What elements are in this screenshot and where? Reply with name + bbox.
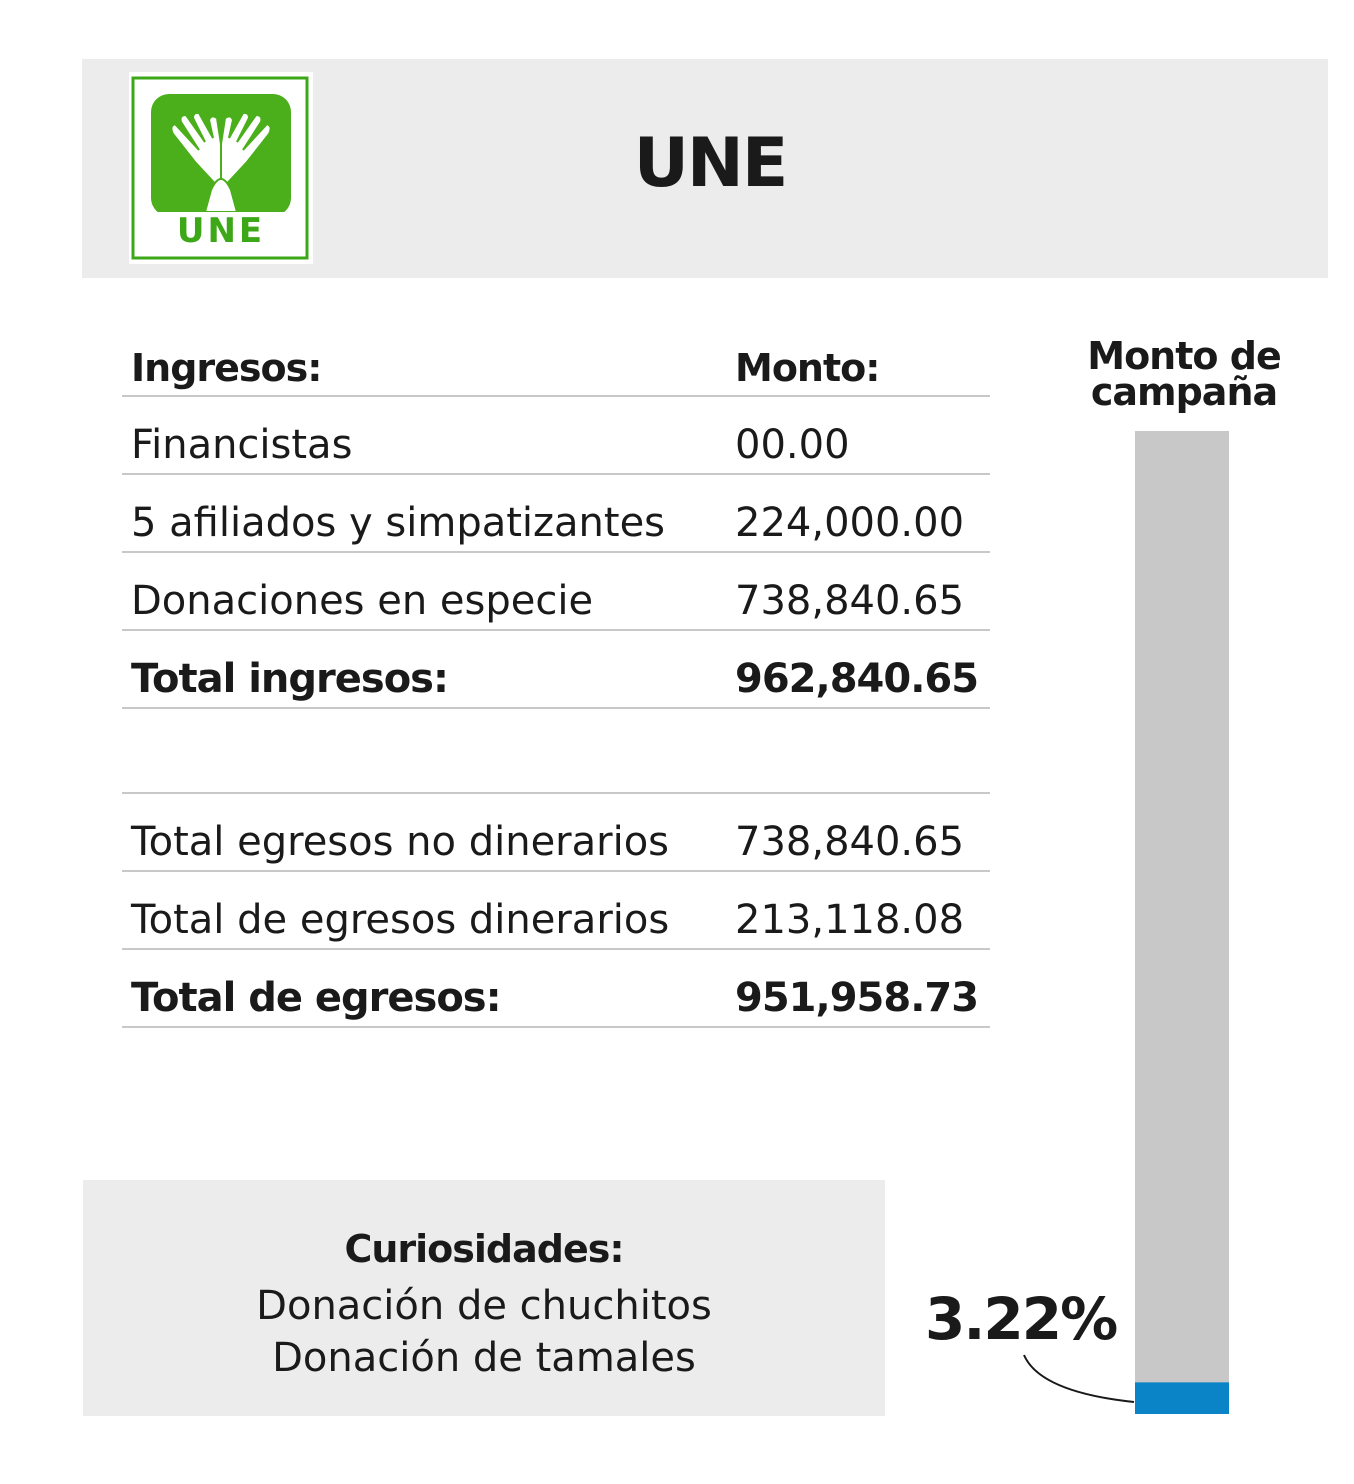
column-header-ingresos: Ingresos: [131,346,322,390]
table-header-row: Ingresos: Monto: [122,319,990,397]
bar-fill [1135,1382,1229,1414]
table-row: Total de egresos dinerarios 213,118.08 [122,872,990,950]
une-logo-icon: UNE [131,76,309,260]
party-logo: UNE [129,72,313,264]
row-value: 738,840.65 [735,819,965,865]
row-label: Total de egresos dinerarios [131,897,670,943]
curiosity-item: Donación de tamales [272,1335,696,1381]
row-label: Total de egresos: [131,975,502,1021]
pointer-line [1023,1354,1135,1403]
curiosities-title: Curiosidades: [344,1227,624,1271]
row-label: 5 afiliados y simpatizantes [131,500,666,546]
row-label: Financistas [131,422,353,468]
table-row: Financistas 00.00 [122,397,990,475]
row-value: 224,000.00 [735,500,965,546]
row-label: Total egresos no dinerarios [131,819,670,865]
column-header-monto: Monto: [735,346,880,390]
table-row: Total egresos no dinerarios 738,840.65 [122,794,990,872]
row-label: Donaciones en especie [131,578,594,624]
row-value: 00.00 [735,422,850,468]
table-row: 5 afiliados y simpatizantes 224,000.00 [122,475,990,553]
table-row: Donaciones en especie 738,840.65 [122,553,990,631]
svg-text:UNE: UNE [177,211,265,251]
party-title: UNE [633,124,789,203]
row-value: 213,118.08 [735,897,965,943]
divider [122,792,990,794]
curiosity-item: Donación de chuchitos [256,1283,712,1329]
chart-title: Monto de campaña [1087,334,1281,414]
row-value: 738,840.65 [735,578,965,624]
total-expense-row: Total de egresos: 951,958.73 [122,950,990,1028]
row-value: 962,840.65 [735,656,979,702]
percent-label: 3.22% [925,1285,1118,1353]
row-label: Total ingresos: [131,656,449,702]
row-value: 951,958.73 [735,975,979,1021]
bar-track [1135,431,1229,1414]
total-income-row: Total ingresos: 962,840.65 [122,631,990,709]
curiosities-panel: Curiosidades: Donación de chuchitos Dona… [83,1180,885,1416]
